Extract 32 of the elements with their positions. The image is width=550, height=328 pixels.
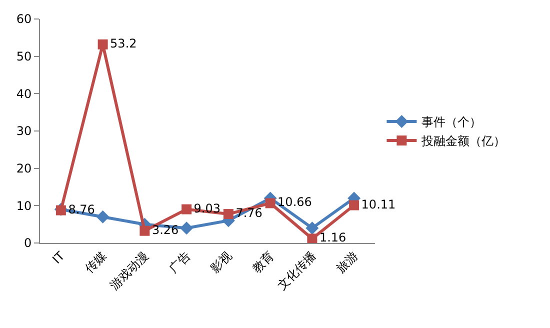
point [98,39,108,50]
point [223,209,234,220]
x-tick-label: 游戏动漫 [107,248,152,293]
legend-label: 投融金额（亿） [420,134,506,148]
x-tick-label: 传媒 [82,248,110,276]
y-tick-label: 10 [16,198,32,213]
legend-label: 事件（个） [422,115,482,130]
y-tick-label: 60 [16,12,32,26]
y-tick-label: 0 [24,236,32,250]
point [182,204,192,214]
y-tick-label: 50 [16,50,32,64]
x-tick-label: 影视 [208,248,235,276]
point [140,226,150,236]
y-tick-label: 20 [16,162,32,176]
point [307,234,318,244]
x-tick-label: 广告 [166,248,193,276]
point [56,205,66,216]
point [349,200,360,210]
data-label: 10.11 [361,197,396,212]
point [265,198,276,208]
x-tick-label: 文化传播 [274,248,319,293]
y-tick-label: 30 [16,124,32,138]
point [306,222,319,235]
x-tick-label: 教育 [250,248,277,276]
y-tick-label: 40 [16,86,32,101]
data-label: 10.66 [278,195,312,210]
point [96,210,110,224]
x-tick-label: IT [50,248,68,266]
x-tick-label: 旅游 [334,248,360,276]
point [180,222,194,235]
data-label: 53.2 [110,36,137,50]
data-label: 1.16 [319,230,346,245]
